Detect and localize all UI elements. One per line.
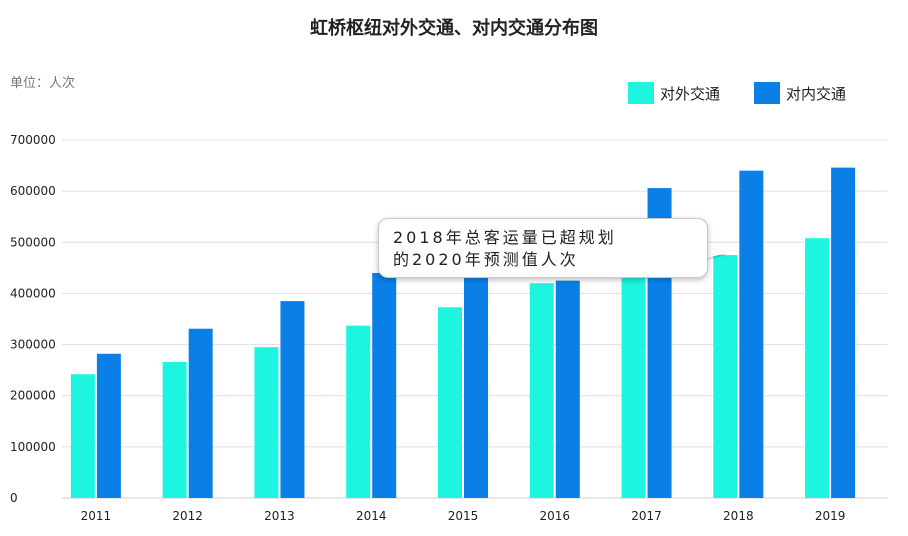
y-tick-label: 300000 (10, 338, 56, 352)
legend-item-internal[interactable]: 对内交通 (754, 82, 846, 104)
x-tick-label: 2016 (540, 509, 571, 523)
x-tick-label: 2012 (172, 509, 203, 523)
annotation-callout: 2018年总客运量已超规划 的2020年预测值人次 (378, 218, 708, 278)
bar-internal-2012 (188, 328, 213, 498)
x-tick-label: 2013 (264, 509, 295, 523)
unit-label: 单位：人次 (10, 76, 76, 91)
callout-line-2: 的2020年预测值人次 (393, 250, 579, 269)
bar-external-2015 (438, 307, 462, 498)
x-tick-label: 2011 (81, 509, 112, 523)
bar-internal-2011 (96, 353, 121, 498)
x-tick-label: 2019 (815, 509, 846, 523)
bar-internal-2014 (372, 272, 397, 498)
y-tick-label: 200000 (10, 389, 56, 403)
legend-label-external: 对外交通 (660, 84, 721, 103)
chart-title: 虹桥枢纽对外交通、对内交通分布图 (310, 18, 598, 39)
bar-external-2014 (346, 325, 371, 498)
y-tick-label: 400000 (10, 286, 56, 300)
bar-external-2016 (529, 283, 554, 498)
bar-external-2012 (162, 361, 187, 498)
bar-external-2019 (805, 238, 830, 499)
legend: 对外交通 对内交通 (628, 82, 846, 104)
bar-external-2013 (254, 347, 279, 498)
y-tick-label: 500000 (10, 235, 56, 249)
y-tick-label: 0 (10, 491, 18, 505)
bar-internal-2019 (831, 167, 856, 499)
legend-swatch-internal (754, 82, 781, 104)
callout-line-1: 2018年总客运量已超规划 (393, 228, 617, 247)
x-tick-label: 2015 (448, 509, 479, 523)
bar-external-2018 (713, 255, 738, 498)
y-tick-label: 700000 (10, 133, 56, 147)
y-tick-label: 100000 (10, 440, 56, 454)
bar-internal-2016 (555, 280, 580, 498)
y-tick-label: 600000 (10, 184, 56, 198)
bar-external-2017 (621, 272, 646, 498)
bar-internal-2015 (464, 275, 488, 498)
legend-label-internal: 对内交通 (786, 84, 847, 103)
x-tick-label: 2018 (723, 509, 754, 523)
bar-internal-2018 (739, 170, 764, 498)
x-tick-label: 2014 (356, 509, 387, 523)
bar-external-2011 (70, 374, 95, 498)
x-tick-label: 2017 (631, 509, 662, 523)
legend-item-external[interactable]: 对外交通 (628, 82, 720, 104)
bar-internal-2013 (280, 301, 305, 498)
legend-swatch-external (628, 82, 654, 104)
